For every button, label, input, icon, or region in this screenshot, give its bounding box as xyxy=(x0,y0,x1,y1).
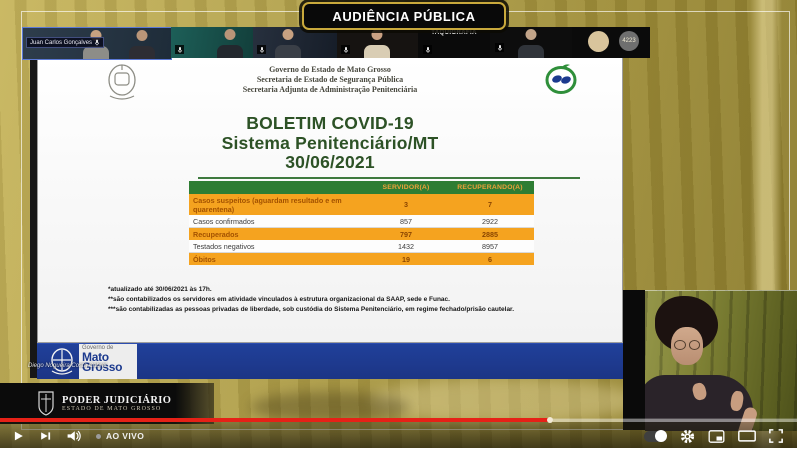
mic-icon xyxy=(257,45,266,54)
judiciary-lower-third: PODER JUDICIÁRIO ESTADO DE MATO GROSSO xyxy=(0,383,214,424)
background-highlight xyxy=(370,378,640,424)
hearing-title-banner: AUDIÊNCIA PÚBLICA xyxy=(302,2,506,30)
slide-title-line: BOLETIM COVID-19 xyxy=(246,113,414,133)
slide-org-header: Governo do Estado de Mato Grosso Secreta… xyxy=(38,65,622,95)
participant-figure xyxy=(364,29,390,58)
participant-figure xyxy=(217,29,243,58)
next-button[interactable] xyxy=(39,429,52,443)
mic-icon xyxy=(341,45,350,54)
participant-figure xyxy=(83,30,109,59)
live-dot-icon xyxy=(96,433,101,439)
table-row: Recuperados 797 2885 xyxy=(189,228,534,240)
play-button[interactable] xyxy=(12,429,25,443)
judiciary-crest-icon xyxy=(38,391,54,416)
slide-footnotes: *atualizado até 30/06/2021 às 17h. **são… xyxy=(108,285,588,315)
penitentiary-logo-icon xyxy=(545,64,577,94)
org-line: Secretaria de Estado de Segurança Públic… xyxy=(256,75,404,84)
progress-scrubber[interactable] xyxy=(547,417,553,423)
avatar xyxy=(588,31,609,52)
mic-icon xyxy=(495,43,504,52)
slide-left-edge xyxy=(30,57,37,378)
logo-line1: Mato xyxy=(82,350,109,364)
participant-strip: Juan Carlos Gonçalves xyxy=(0,27,660,60)
column-recuperando: RECUPERANDO(A) xyxy=(457,184,523,191)
table-row: Óbitos 19 6 xyxy=(189,253,534,265)
judiciary-subtitle: ESTADO DE MATO GROSSO xyxy=(62,405,162,412)
table-header-row: SERVIDOR(A) RECUPERANDO(A) xyxy=(189,181,534,194)
footnote: **são contabilizados os servidores em at… xyxy=(108,296,450,303)
theater-mode-button[interactable] xyxy=(738,430,756,442)
state-coat-of-arms-icon xyxy=(108,64,136,100)
sign-language-interpreter xyxy=(645,290,797,431)
mato-grosso-logo: Governo de Mato Grosso xyxy=(79,344,137,379)
slide-title: BOLETIM COVID-19 Sistema Penitenciário/M… xyxy=(38,113,622,173)
volume-button[interactable] xyxy=(66,429,82,443)
slide-title-line: 30/06/2021 xyxy=(285,152,375,172)
participant-tile xyxy=(490,27,572,58)
avatar-tile: 4223 xyxy=(572,27,650,58)
speaker-name-overlay: Diego Nogueira Costa Cabral xyxy=(28,363,107,369)
footnote: ***são contabilizadas as pessoas privada… xyxy=(108,306,515,313)
logo-pretext: Governo de xyxy=(82,345,114,351)
hearing-title: AUDIÊNCIA PÚBLICA xyxy=(332,8,476,24)
org-line: Governo do Estado de Mato Grosso xyxy=(269,65,391,74)
mato-grosso-crest-icon xyxy=(51,348,73,375)
participant-count-badge: 4223 xyxy=(619,31,639,51)
logo-line2: Grosso xyxy=(82,360,123,374)
miniplayer-button[interactable] xyxy=(708,429,725,443)
table-header-empty xyxy=(189,187,366,189)
participant-figure xyxy=(129,30,155,59)
table-row: Casos confirmados 857 2922 xyxy=(189,215,534,228)
column-servidor: SERVIDOR(A) xyxy=(382,184,430,191)
progress-buffer xyxy=(553,418,797,422)
participant-tile xyxy=(253,27,337,58)
glasses-icon xyxy=(674,340,700,350)
active-speaker-label: Juan Carlos Gonçalves xyxy=(26,37,105,48)
judiciary-title: PODER JUDICIÁRIO xyxy=(62,394,172,406)
covid-table: SERVIDOR(A) RECUPERANDO(A) Casos suspeit… xyxy=(189,181,534,265)
slide-title-line: Sistema Penitenciário/MT xyxy=(221,132,439,153)
player-controls: AO VIVO xyxy=(0,422,797,448)
fullscreen-button[interactable] xyxy=(769,429,783,443)
title-divider xyxy=(198,177,580,179)
interpreter-gap xyxy=(623,290,645,430)
participant-figure xyxy=(275,29,301,58)
participant-tile-active: Juan Carlos Gonçalves xyxy=(22,27,172,60)
org-line: Secretaria Adjunta de Administração Peni… xyxy=(242,85,418,94)
autoplay-toggle[interactable] xyxy=(644,429,667,442)
speaker-icon xyxy=(94,39,100,46)
table-row: Testados negativos 1432 8957 xyxy=(189,240,534,253)
live-label: AO VIVO xyxy=(106,431,145,441)
participant-tile xyxy=(171,27,253,58)
taquigrafia-label: TAQUIGRAFIA xyxy=(431,30,477,36)
taquigrafia-tile: TAQUIGRAFIA xyxy=(418,27,490,58)
live-badge[interactable]: AO VIVO xyxy=(96,431,144,441)
mic-icon xyxy=(175,45,184,54)
participant-tile xyxy=(337,27,418,58)
footnote: *atualizado até 30/06/2021 às 17h. xyxy=(108,286,212,293)
video-progress-bar[interactable] xyxy=(0,417,797,423)
progress-played xyxy=(0,418,550,422)
participant-figure xyxy=(518,29,544,58)
background-shadow xyxy=(250,392,410,422)
mic-icon xyxy=(423,45,432,54)
government-footer-band: Governo de Mato Grosso Diego Nogueira Co… xyxy=(28,343,623,379)
settings-gear-icon[interactable] xyxy=(680,429,695,444)
table-row: Casos suspeitos (aguardam resultado e em… xyxy=(189,194,534,215)
presentation-slide: Governo do Estado de Mato Grosso Secreta… xyxy=(37,57,623,343)
